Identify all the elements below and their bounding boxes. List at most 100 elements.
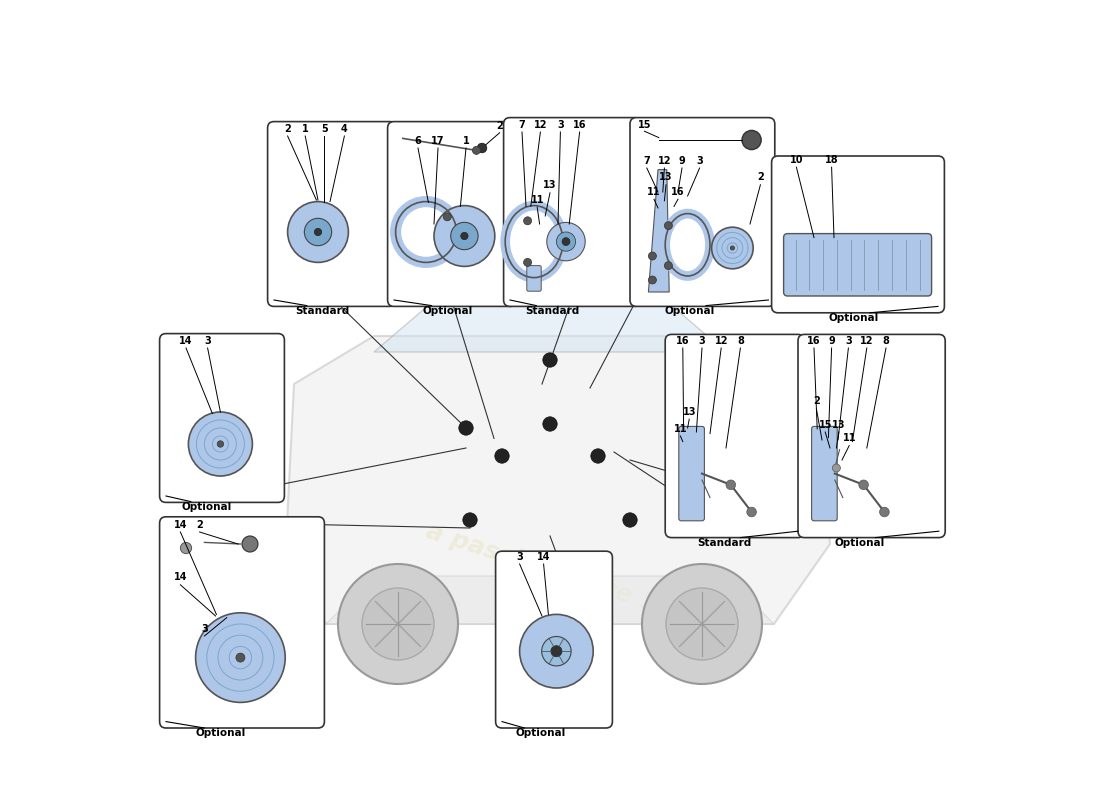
Text: 3: 3 <box>205 336 211 346</box>
Text: 2: 2 <box>284 124 292 134</box>
Circle shape <box>833 464 840 472</box>
Circle shape <box>434 206 495 266</box>
Circle shape <box>524 217 531 225</box>
Text: 16: 16 <box>573 119 586 130</box>
Circle shape <box>623 513 637 527</box>
Text: 8: 8 <box>737 336 744 346</box>
Text: 15: 15 <box>818 419 832 430</box>
Text: 4: 4 <box>341 124 348 134</box>
Circle shape <box>880 507 889 517</box>
Circle shape <box>196 613 285 702</box>
Circle shape <box>443 213 451 221</box>
Text: 14: 14 <box>174 573 187 582</box>
Circle shape <box>730 246 735 250</box>
Circle shape <box>305 218 332 246</box>
Circle shape <box>666 588 738 660</box>
Text: 12: 12 <box>534 119 547 130</box>
Text: 3: 3 <box>557 119 564 130</box>
Circle shape <box>557 232 575 251</box>
FancyBboxPatch shape <box>783 234 932 296</box>
Text: Optional: Optional <box>664 306 715 315</box>
FancyBboxPatch shape <box>771 156 945 313</box>
Text: 3: 3 <box>845 336 851 346</box>
Text: Optional: Optional <box>829 313 879 322</box>
Text: 17: 17 <box>431 135 444 146</box>
Circle shape <box>451 222 478 250</box>
Text: 16: 16 <box>671 186 684 197</box>
Text: 7: 7 <box>644 155 650 166</box>
Text: 2: 2 <box>196 520 204 530</box>
Text: 11: 11 <box>530 194 544 205</box>
Circle shape <box>459 421 473 435</box>
Circle shape <box>712 227 754 269</box>
Text: 16: 16 <box>676 336 690 346</box>
Polygon shape <box>648 170 669 292</box>
Circle shape <box>591 449 605 463</box>
Text: 15: 15 <box>638 119 651 130</box>
FancyBboxPatch shape <box>679 426 704 521</box>
Text: 6: 6 <box>415 135 421 146</box>
Text: 9: 9 <box>679 155 685 166</box>
FancyBboxPatch shape <box>630 118 774 306</box>
Text: 12: 12 <box>860 336 873 346</box>
Circle shape <box>742 130 761 150</box>
Circle shape <box>524 258 531 266</box>
Text: Optional: Optional <box>835 538 884 547</box>
Circle shape <box>547 222 585 261</box>
Circle shape <box>338 564 458 684</box>
Text: utoparts: utoparts <box>630 198 886 250</box>
Circle shape <box>188 412 252 476</box>
Circle shape <box>664 262 672 270</box>
Circle shape <box>642 564 762 684</box>
Text: 10: 10 <box>790 154 803 165</box>
FancyBboxPatch shape <box>160 517 324 728</box>
Text: 12: 12 <box>658 155 671 166</box>
Text: 13: 13 <box>682 406 696 417</box>
Circle shape <box>315 228 321 236</box>
Circle shape <box>180 542 191 554</box>
Text: 3: 3 <box>516 552 522 562</box>
Text: 14: 14 <box>174 520 187 530</box>
Text: Optional: Optional <box>196 728 245 738</box>
Circle shape <box>542 417 558 431</box>
Text: 14: 14 <box>537 552 550 562</box>
FancyBboxPatch shape <box>504 118 640 306</box>
Text: 3: 3 <box>201 624 208 634</box>
Circle shape <box>648 252 657 260</box>
Circle shape <box>519 614 593 688</box>
FancyBboxPatch shape <box>812 426 837 521</box>
Text: 18: 18 <box>825 154 838 165</box>
Text: 16: 16 <box>807 336 821 346</box>
Text: 5: 5 <box>321 124 328 134</box>
Circle shape <box>463 513 477 527</box>
Text: a passion since 1985: a passion since 1985 <box>422 519 710 633</box>
Text: 11: 11 <box>673 424 688 434</box>
Circle shape <box>495 449 509 463</box>
FancyBboxPatch shape <box>798 334 945 538</box>
Circle shape <box>235 653 245 662</box>
Circle shape <box>542 353 558 367</box>
Circle shape <box>726 480 736 490</box>
Text: 9: 9 <box>828 336 835 346</box>
FancyBboxPatch shape <box>267 122 396 306</box>
Text: 13: 13 <box>832 419 846 430</box>
Circle shape <box>648 276 657 284</box>
Circle shape <box>562 238 570 246</box>
Circle shape <box>287 202 349 262</box>
Text: 14: 14 <box>179 336 192 346</box>
Text: 12: 12 <box>715 336 728 346</box>
Circle shape <box>472 146 481 154</box>
Text: Standard: Standard <box>296 306 350 315</box>
FancyBboxPatch shape <box>496 551 613 728</box>
Circle shape <box>242 536 258 552</box>
Polygon shape <box>326 576 774 624</box>
Text: 2: 2 <box>813 396 820 406</box>
Circle shape <box>541 637 571 666</box>
FancyBboxPatch shape <box>387 122 516 306</box>
Circle shape <box>859 480 868 490</box>
Text: 13: 13 <box>543 180 557 190</box>
Text: 11: 11 <box>647 186 661 197</box>
Circle shape <box>551 646 562 657</box>
Text: Standard: Standard <box>526 306 580 315</box>
Text: 13: 13 <box>659 172 673 182</box>
